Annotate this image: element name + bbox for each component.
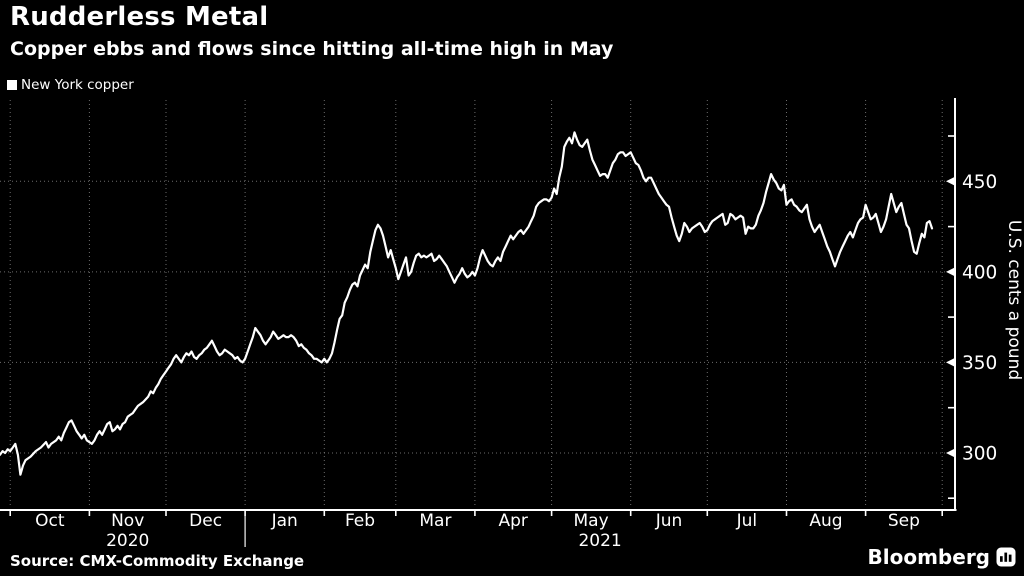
bloomberg-logo: Bloomberg — [868, 545, 1016, 569]
x-axis-month-label: Jul — [736, 511, 758, 531]
y-axis-tick-label: 350 — [962, 353, 997, 374]
y-axis-tick-label: 300 — [962, 444, 997, 465]
x-axis-month-label: Dec — [189, 511, 222, 531]
chart-subtitle: Copper ebbs and flows since hitting all-… — [10, 38, 614, 60]
y-axis-major-tick — [946, 176, 955, 186]
x-axis-month-label: Nov — [111, 511, 144, 531]
page-title: Rudderless Metal — [10, 2, 269, 32]
legend-label: New York copper — [21, 77, 134, 93]
copper-price-line-chart: Oct Nov Dec Jan Feb Mar Apr May Jun Jul Aug Sep 2020… — [0, 98, 1024, 551]
x-axis-month-label: Mar — [419, 511, 451, 531]
bloomberg-wordmark: Bloomberg — [867, 545, 990, 569]
x-axis-month-label: Sep — [888, 511, 920, 531]
source-text: Source: CMX-Commodity Exchange — [10, 552, 305, 570]
x-axis-month-label: Oct — [35, 511, 65, 531]
x-axis-month-label: Apr — [498, 511, 527, 531]
x-axis-month-label: Aug — [809, 511, 842, 531]
x-axis-year-label: 2021 — [578, 531, 621, 551]
y-axis-major-tick — [946, 267, 955, 277]
y-axis-title: U.S. cents a pound — [1004, 220, 1024, 380]
y-axis-major-tick — [946, 448, 955, 458]
y-axis-tick-label: 400 — [962, 262, 997, 283]
bloomberg-terminal-icon — [996, 547, 1016, 567]
x-axis-month-label: Jan — [271, 511, 298, 531]
x-axis-month-label: Feb — [345, 511, 375, 531]
price-line — [0, 131, 934, 476]
y-axis-major-tick — [946, 357, 955, 367]
x-axis-month-label: May — [574, 511, 609, 531]
y-axis-tick-label: 450 — [962, 172, 997, 193]
legend-swatch-icon — [7, 80, 17, 90]
x-axis-month-label: Jun — [655, 511, 683, 531]
legend: New York copper — [7, 77, 134, 93]
x-axis-year-label: 2020 — [106, 531, 149, 551]
